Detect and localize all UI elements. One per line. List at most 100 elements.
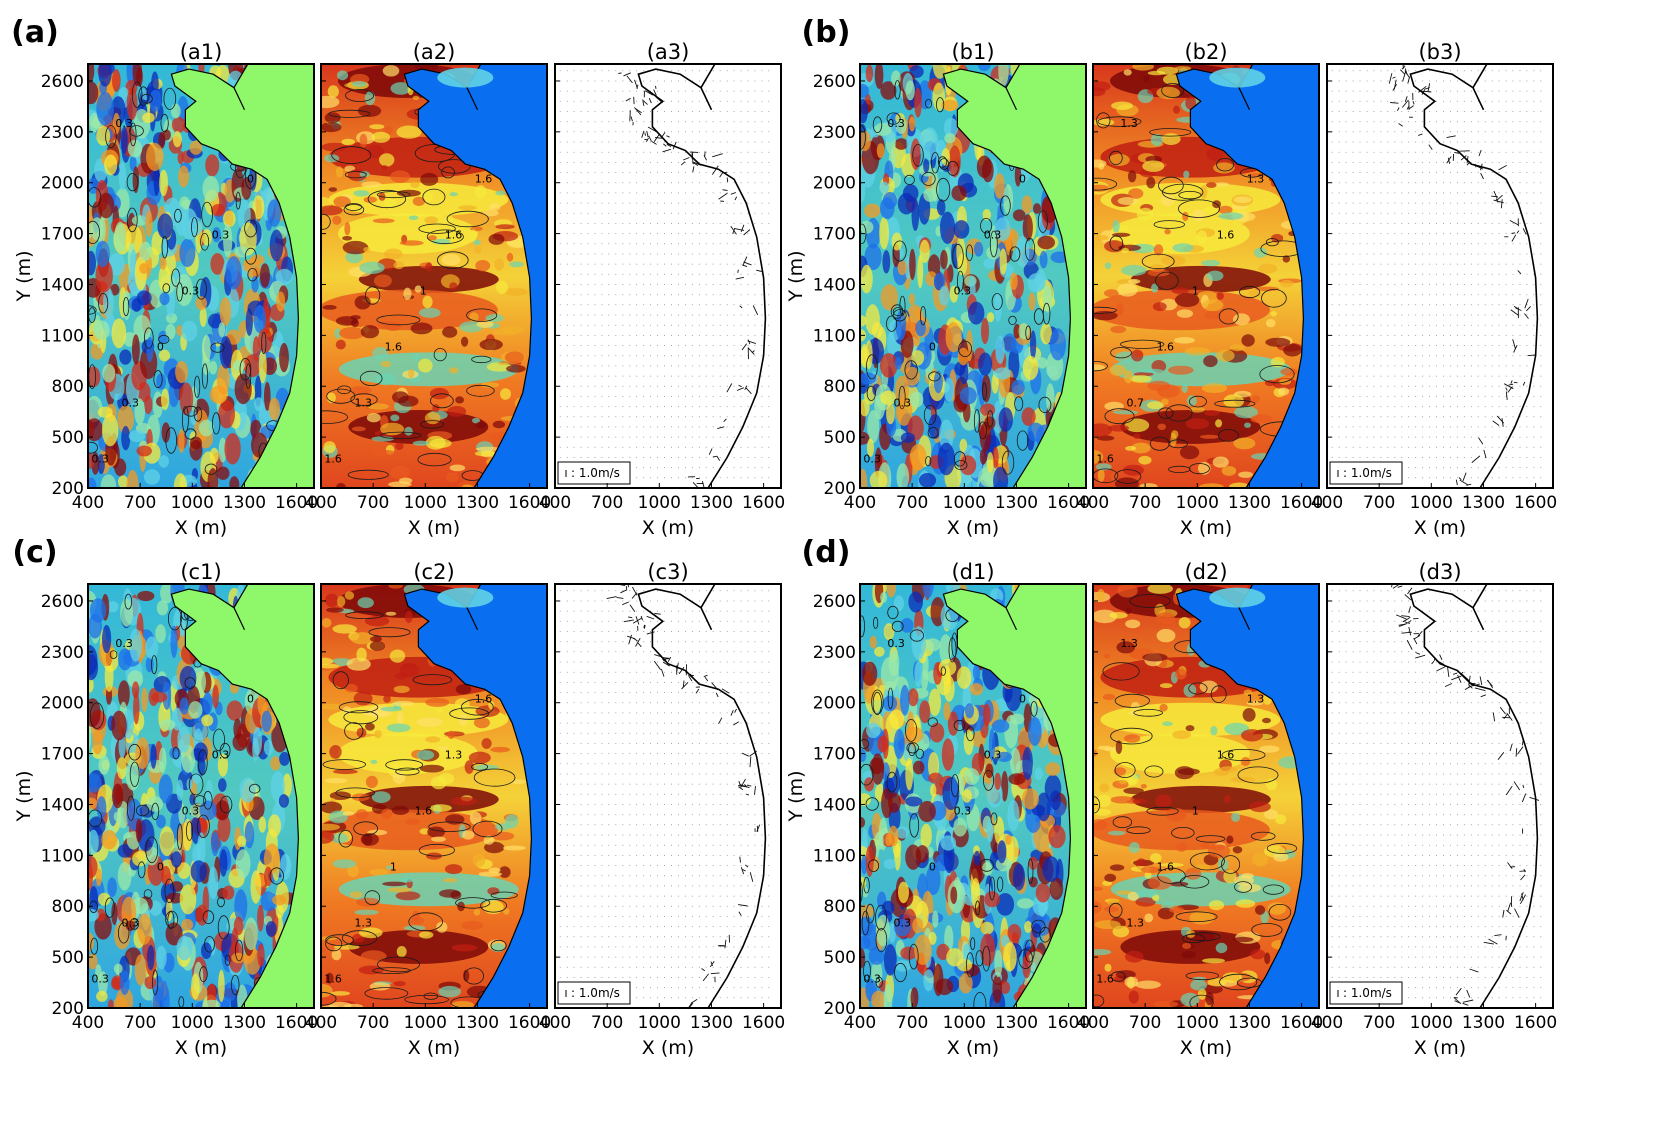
vector-dot — [768, 141, 770, 143]
vector-dot — [1436, 263, 1437, 265]
wave-blob — [126, 469, 139, 488]
vector-dot — [733, 141, 735, 143]
vector-dot — [726, 182, 728, 184]
vector-dot — [622, 446, 624, 448]
x-tick-label: 1000 — [1410, 493, 1453, 513]
vector-dot — [622, 243, 624, 245]
panel-frame — [1092, 63, 1320, 489]
vector-dot — [712, 284, 714, 285]
vector-dot — [1484, 385, 1486, 387]
vector-dot — [1408, 131, 1410, 133]
vector-dot — [1415, 395, 1417, 397]
vector-dot — [650, 416, 652, 418]
vector-dot — [559, 273, 561, 275]
wave-blob — [102, 364, 116, 383]
vector-dot — [664, 385, 665, 387]
vector-dot — [580, 70, 582, 72]
vector-dot — [677, 192, 679, 194]
vector-dot — [629, 385, 631, 387]
sea-area — [403, 64, 547, 488]
vector-dot — [754, 436, 756, 438]
vector-dot — [1387, 100, 1389, 102]
vector-dot — [705, 141, 707, 143]
contour-line — [1110, 347, 1132, 359]
height-blob — [1185, 418, 1209, 430]
velocity-vector — [1505, 387, 1508, 391]
vector-dot — [1470, 233, 1472, 235]
vector-dot — [1387, 141, 1389, 143]
vector-dot — [1408, 457, 1410, 458]
vector-dot — [1533, 324, 1535, 326]
vector-dot — [573, 273, 575, 275]
vector-dot — [671, 273, 672, 275]
vector-dot — [573, 212, 575, 214]
vector-dot — [1373, 385, 1375, 387]
vector-dot — [1415, 141, 1417, 143]
vector-dot — [733, 345, 735, 346]
vector-dot — [726, 222, 728, 224]
vector-dot — [1463, 202, 1465, 204]
vector-dot — [733, 324, 735, 326]
vector-dot — [580, 436, 582, 438]
vector-dot — [698, 212, 700, 214]
vector-dot — [1429, 355, 1431, 357]
vector-dot — [566, 90, 568, 92]
contour-label: 1 — [1192, 285, 1199, 298]
height-blob — [475, 446, 501, 452]
vector-dot — [643, 385, 645, 387]
wave-blob — [923, 187, 937, 202]
wave-blob — [982, 209, 991, 221]
height-blob — [334, 328, 341, 339]
vector-dot — [1477, 334, 1479, 336]
contour-line — [247, 267, 258, 282]
vector-dot — [1519, 365, 1521, 367]
vector-dot — [677, 324, 679, 326]
vector-dot — [1422, 446, 1424, 448]
vector-dot — [1533, 192, 1535, 194]
vector-dot — [636, 111, 638, 112]
wave-blob — [937, 442, 955, 476]
wave-blob — [1018, 323, 1030, 340]
contour-label: 0.3 — [893, 397, 911, 410]
vector-dot — [1456, 172, 1458, 173]
vector-dot — [1505, 406, 1507, 408]
velocity-vector — [692, 162, 699, 166]
vector-dot — [691, 284, 693, 285]
vector-dot — [1436, 243, 1437, 245]
velocity-vector — [1427, 83, 1431, 92]
vector-dot — [1491, 385, 1493, 387]
height-blob — [1174, 337, 1195, 344]
wave-blob — [96, 91, 114, 126]
vector-dot — [733, 222, 735, 224]
vector-dot — [1436, 161, 1437, 163]
x-tick-label: 400 — [539, 493, 571, 513]
vector-dot — [1352, 314, 1354, 316]
vector-dot — [1331, 304, 1333, 306]
vector-dot — [684, 477, 686, 479]
vector-dot — [566, 222, 568, 224]
vector-dot — [1359, 90, 1361, 92]
vector-dot — [1470, 446, 1472, 448]
vector-dot — [594, 121, 596, 123]
vector-dot — [657, 395, 659, 397]
contour-label: 0.3 — [954, 285, 972, 298]
wave-blob — [156, 373, 166, 390]
height-blob — [1270, 311, 1277, 317]
vector-dot — [1422, 375, 1424, 377]
vector-dot — [1401, 365, 1403, 367]
wave-blob — [1013, 323, 1021, 339]
vector-dot — [643, 172, 645, 173]
vector-dot — [1470, 90, 1472, 92]
velocity-vector — [1496, 194, 1503, 201]
x-tick-label: 1600 — [1280, 493, 1323, 513]
height-blob — [403, 287, 412, 300]
vector-dot — [1338, 161, 1340, 163]
vector-dot — [1366, 141, 1368, 143]
vector-dot — [1491, 70, 1493, 72]
vector-dot — [1449, 304, 1451, 306]
vector-dot — [1387, 111, 1389, 112]
vector-dot — [1387, 80, 1389, 82]
vector-dot — [712, 324, 714, 326]
vector-dot — [1470, 426, 1472, 428]
vector-dot — [1408, 467, 1410, 469]
